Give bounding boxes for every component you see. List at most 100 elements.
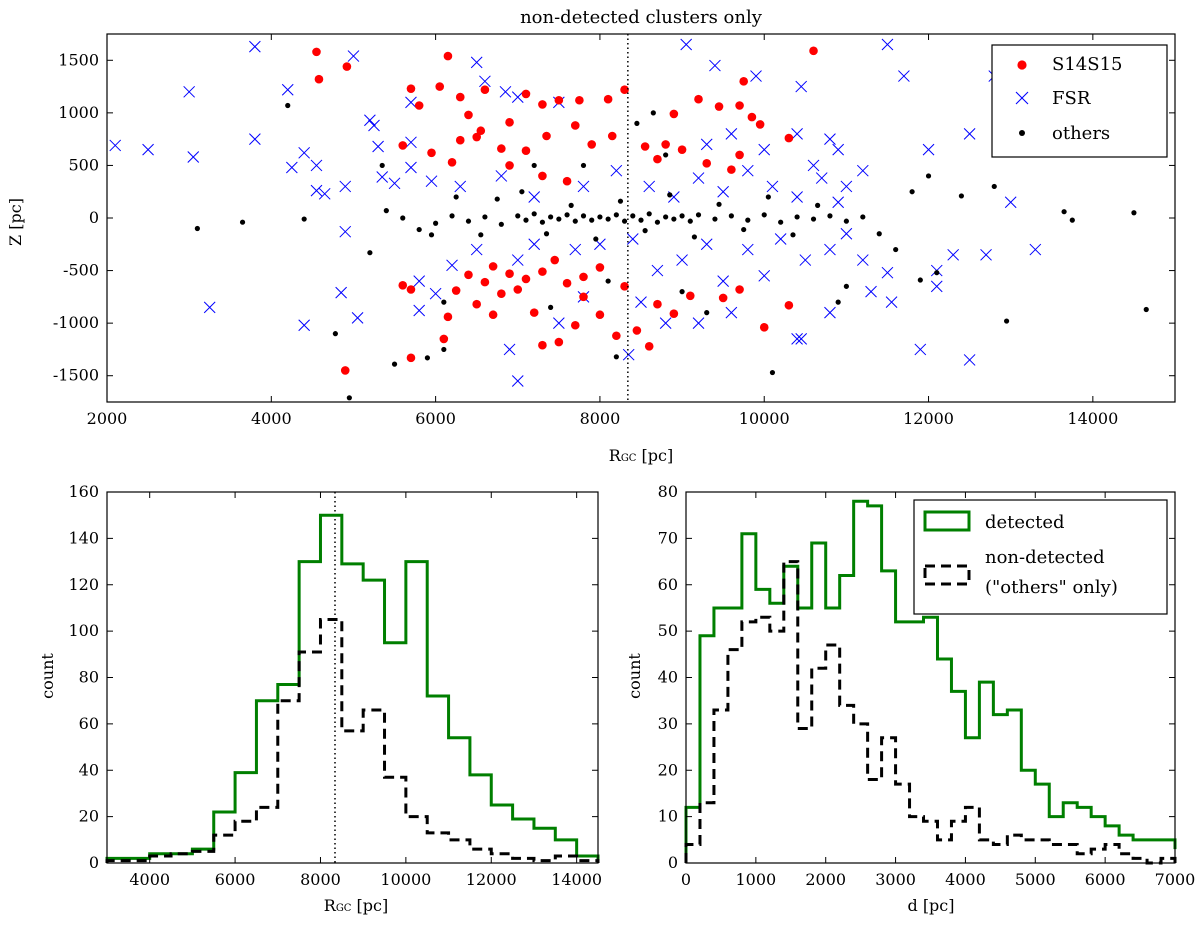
rgc-histogram-y-tick-label: 20	[79, 807, 99, 826]
legend-label-non-detected-line1: non-detected	[985, 547, 1105, 568]
scatter-x-tick-label: 4000	[251, 409, 292, 428]
scatter-point-s14s15	[472, 299, 481, 309]
scatter-y-tick-label: -1500	[53, 366, 99, 385]
scatter-point-s14s15	[653, 299, 662, 309]
scatter-point-others	[605, 216, 611, 222]
rgc-histogram-x-tick-label: 14000	[551, 870, 602, 889]
scatter-point-s14s15	[735, 150, 744, 160]
rgc-histogram-y-tick-label: 100	[68, 621, 99, 640]
rgc-histogram-y-tick-label: 40	[79, 760, 99, 779]
scatter-point-s14s15	[562, 278, 572, 288]
rgc-histogram-y-tick-label: 120	[68, 575, 99, 594]
scatter-point-others	[424, 355, 430, 361]
scatter-point-others	[925, 173, 932, 179]
scatter-point-fsr	[922, 143, 935, 156]
scatter-point-others	[285, 102, 291, 109]
scatter-point-others	[498, 221, 504, 227]
scatter-point-others	[843, 283, 849, 289]
scatter-point-others	[564, 212, 570, 218]
scatter-point-s14s15	[314, 74, 324, 84]
scatter-point-fsr	[405, 136, 417, 149]
scatter-point-s14s15	[488, 262, 498, 271]
scatter-point-fsr	[832, 143, 845, 156]
scatter-point-others	[634, 120, 640, 126]
scatter-point-fsr	[142, 143, 154, 156]
rgc-histogram-y-tick-label: 140	[68, 528, 99, 547]
scatter-point-fsr	[187, 151, 200, 163]
scatter-point-s14s15	[312, 47, 321, 57]
scatter-point-others	[482, 214, 488, 220]
scatter-point-others	[691, 234, 698, 240]
scatter-point-s14s15	[784, 133, 794, 143]
scatter-point-fsr	[725, 128, 738, 140]
scatter-point-fsr	[680, 38, 693, 51]
distance-histogram-y-tick-label: 50	[658, 621, 678, 640]
scatter-point-others	[391, 361, 398, 367]
scatter-point-fsr	[840, 180, 853, 193]
scatter-point-s14s15	[480, 277, 490, 287]
scatter-point-fsr	[203, 301, 216, 314]
scatter-point-others	[548, 304, 554, 310]
legend-swatch-detected	[923, 510, 971, 532]
scatter-point-s14s15	[570, 320, 580, 330]
scatter-point-others	[991, 183, 997, 190]
scatter-point-fsr	[774, 233, 787, 245]
scatter-point-fsr	[963, 354, 976, 366]
scatter-point-fsr	[425, 175, 438, 188]
scatter-point-fsr	[840, 227, 853, 240]
scatter-plot-area	[109, 34, 1149, 402]
distance-histogram-y-tick-label: 10	[658, 807, 678, 826]
scatter-point-fsr	[791, 128, 803, 140]
scatter-point-others	[597, 214, 603, 220]
rgc-histogram-panel: 4000 6000 8000 10000 12000 14000 0 20 40 60 80 100 1…	[38, 482, 602, 915]
scatter-point-fsr	[376, 171, 389, 183]
scatter-point-fsr	[298, 146, 311, 159]
scatter-point-s14s15	[505, 161, 514, 170]
scatter-point-s14s15	[735, 101, 744, 110]
scatter-point-s14s15	[644, 341, 654, 351]
rgc-histogram-axes: 4000 6000 8000 10000 12000 14000 0 20 40 60 80 100 1…	[68, 482, 602, 889]
scatter-point-others	[416, 226, 422, 233]
scatter-point-others	[383, 208, 389, 214]
scatter-point-fsr	[511, 91, 524, 103]
distance-histogram-x-tick-label: 0	[681, 870, 691, 889]
scatter-point-fsr	[364, 114, 376, 127]
scatter-point-fsr	[824, 243, 836, 256]
scatter-point-fsr	[651, 264, 664, 277]
scatter-point-s14s15	[595, 263, 605, 272]
scatter-point-others	[827, 213, 833, 219]
scatter-point-fsr	[610, 164, 623, 177]
legend-marker-others	[1019, 130, 1025, 136]
scatter-point-others	[367, 250, 373, 256]
scatter-point-s14s15	[529, 308, 539, 317]
scatter-point-fsr	[980, 248, 992, 261]
scatter-point-fsr	[692, 317, 705, 329]
scatter-point-fsr	[479, 75, 491, 88]
scatter-point-fsr	[351, 312, 364, 324]
scatter-point-others	[433, 220, 439, 226]
scatter-point-fsr	[700, 138, 713, 151]
scatter-point-fsr	[881, 38, 894, 51]
scatter-point-others	[239, 219, 246, 225]
scatter-point-others	[679, 289, 685, 295]
scatter-point-fsr	[643, 180, 656, 193]
scatter-point-fsr	[626, 233, 639, 245]
scatter-point-fsr	[339, 225, 352, 238]
scatter-point-fsr	[388, 177, 401, 190]
scatter-point-s14s15	[435, 82, 445, 91]
scatter-point-s14s15	[669, 309, 679, 318]
scatter-point-others	[646, 211, 652, 217]
scatter-point-s14s15	[505, 269, 514, 279]
scatter-point-fsr	[947, 248, 960, 261]
scatter-point-s14s15	[521, 146, 531, 156]
scatter-point-fsr	[298, 319, 311, 332]
scatter-point-s14s15	[455, 135, 465, 145]
scatter-point-s14s15	[451, 286, 461, 295]
scatter-point-others	[687, 218, 693, 224]
scatter-point-s14s15	[739, 77, 748, 86]
scatter-point-s14s15	[595, 310, 605, 320]
scatter-point-fsr	[405, 161, 417, 174]
distance-histogram-non-detected-line	[684, 560, 1177, 865]
scatter-point-others	[769, 369, 776, 376]
scatter-point-s14s15	[718, 293, 728, 303]
